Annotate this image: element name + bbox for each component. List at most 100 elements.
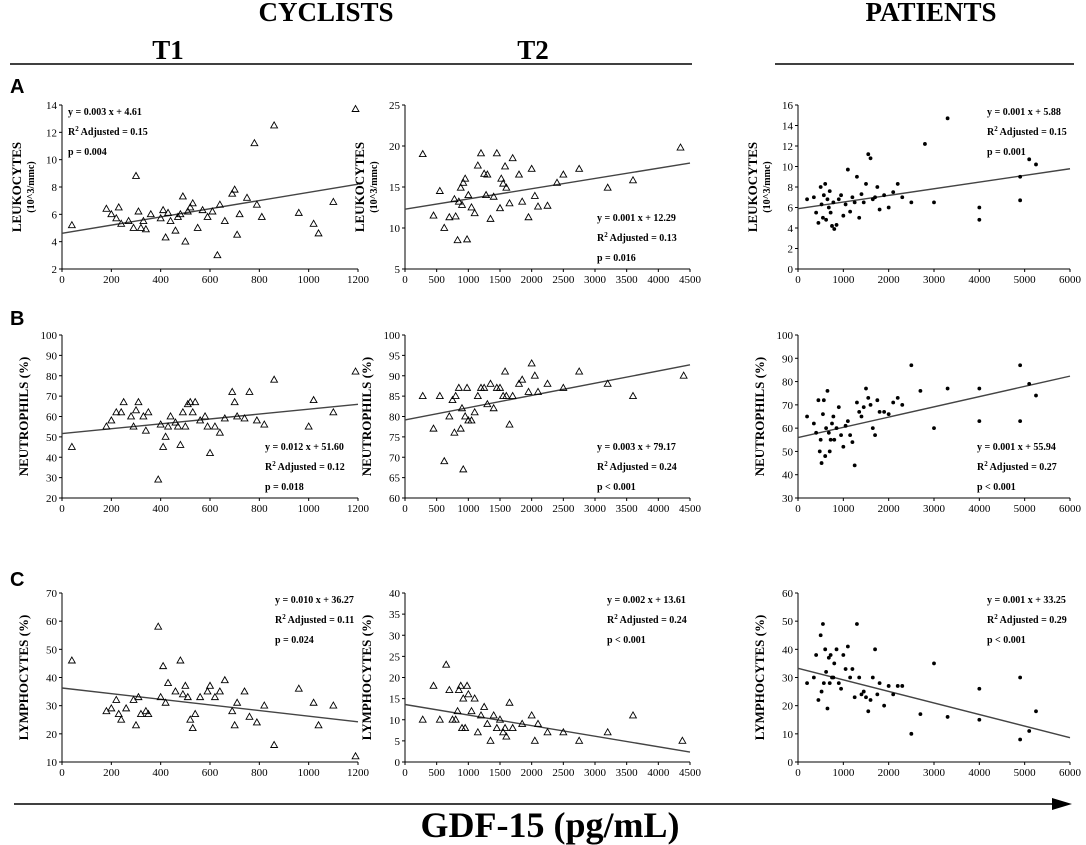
y-tick-label: 12 xyxy=(46,127,57,139)
data-point xyxy=(195,692,205,701)
panel-B-PAT: 0 1000 2000 3000 4000 5000 6000 30 40 50 60 70 80 90 1… xyxy=(752,330,1082,515)
data-point xyxy=(459,464,468,473)
y-tick-label: 30 xyxy=(389,630,401,642)
y-axis-label: NEUTROPHILS (%) xyxy=(359,357,374,477)
y-tick-label: 100 xyxy=(777,330,794,342)
x-tick-label: 800 xyxy=(251,503,268,515)
data-point xyxy=(628,391,638,399)
x-tick-label: 0 xyxy=(402,274,408,286)
data-point xyxy=(877,207,882,212)
data-point xyxy=(895,182,900,186)
data-point xyxy=(440,456,449,465)
x-tick-label: 800 xyxy=(251,274,268,286)
data-point xyxy=(603,183,612,191)
y-tick-label: 0 xyxy=(395,757,401,769)
regression-line xyxy=(797,168,1071,210)
data-point xyxy=(183,207,192,215)
data-point xyxy=(139,216,148,225)
data-point xyxy=(821,398,826,403)
x-tick-label: 3000 xyxy=(923,274,946,286)
data-point xyxy=(882,703,887,708)
y-tick-label: 4 xyxy=(788,223,794,235)
data-point xyxy=(418,149,427,158)
data-point xyxy=(418,715,427,723)
data-point xyxy=(859,692,864,697)
data-point xyxy=(228,387,237,395)
data-point xyxy=(191,709,200,717)
data-point xyxy=(932,661,936,666)
data-point xyxy=(678,736,687,744)
y-tick-label: 2 xyxy=(788,244,794,256)
data-point xyxy=(850,440,855,445)
data-point xyxy=(470,694,479,702)
regression-equation: y = 0.003 x + 4.61 xyxy=(68,107,142,118)
data-point xyxy=(814,430,819,435)
data-point xyxy=(855,622,859,626)
data-point xyxy=(514,170,524,178)
data-point xyxy=(203,687,212,695)
data-point xyxy=(171,687,180,695)
data-point xyxy=(676,143,685,151)
scatter-panels: 0 200 400 600 800 1000 12002468101214LEUKOCYTE… xyxy=(9,100,1082,779)
y-tick-label: 14 xyxy=(782,121,794,133)
y-tick-label: 90 xyxy=(782,353,794,365)
regression-line xyxy=(404,364,691,421)
data-point xyxy=(900,402,905,407)
data-point xyxy=(603,727,612,736)
x-tick-label: 0 xyxy=(402,767,408,779)
x-tick-label: 6000 xyxy=(1059,503,1082,515)
data-point xyxy=(467,202,476,211)
data-point xyxy=(156,420,165,428)
y-tick-label: 85 xyxy=(389,391,401,403)
data-point xyxy=(821,193,826,198)
data-point xyxy=(559,170,568,178)
data-point xyxy=(828,437,833,442)
data-point xyxy=(524,212,533,221)
y-tick-label: 20 xyxy=(389,141,401,153)
data-point xyxy=(848,675,853,680)
data-point xyxy=(304,422,313,430)
data-point xyxy=(112,407,121,416)
data-point xyxy=(462,681,472,689)
r-squared: R2 Adjusted = 0.13 xyxy=(597,231,677,244)
data-point xyxy=(836,197,841,202)
data-point xyxy=(102,422,111,430)
y-tick-label: 20 xyxy=(46,493,58,505)
data-point xyxy=(351,751,360,760)
y-tick-label: 10 xyxy=(389,223,401,235)
data-point xyxy=(977,717,982,722)
data-point xyxy=(945,386,950,391)
data-point xyxy=(1034,393,1038,398)
data-point xyxy=(205,681,215,689)
data-point xyxy=(445,685,454,694)
data-point xyxy=(195,416,205,424)
data-point xyxy=(445,411,454,420)
data-point xyxy=(852,695,857,700)
y-tick-label: 15 xyxy=(389,182,401,194)
data-point xyxy=(161,698,170,706)
data-point xyxy=(1034,709,1038,714)
data-point xyxy=(486,379,495,387)
data-point xyxy=(1027,382,1032,386)
data-point xyxy=(841,444,846,449)
data-point xyxy=(107,703,116,712)
data-point xyxy=(517,197,527,205)
p-value: p = 0.004 xyxy=(68,147,107,158)
data-point xyxy=(252,416,262,424)
data-point xyxy=(843,667,848,671)
data-point xyxy=(861,405,866,410)
x-tick-label: 600 xyxy=(202,767,219,779)
p-value: p < 0.001 xyxy=(597,482,636,493)
data-point xyxy=(483,170,492,178)
data-point xyxy=(435,391,445,399)
data-point xyxy=(154,475,163,483)
y-tick-label: 40 xyxy=(389,588,401,600)
x-tick-label: 500 xyxy=(428,767,445,779)
data-point xyxy=(909,200,914,205)
data-point xyxy=(825,388,830,393)
data-point xyxy=(574,736,584,744)
data-point xyxy=(817,449,822,454)
panel-C-T1: 0 200 400 600 800 1000 1200 10 20 30 40 50 60 70 LYMPH… xyxy=(16,588,370,779)
data-point xyxy=(451,212,460,220)
